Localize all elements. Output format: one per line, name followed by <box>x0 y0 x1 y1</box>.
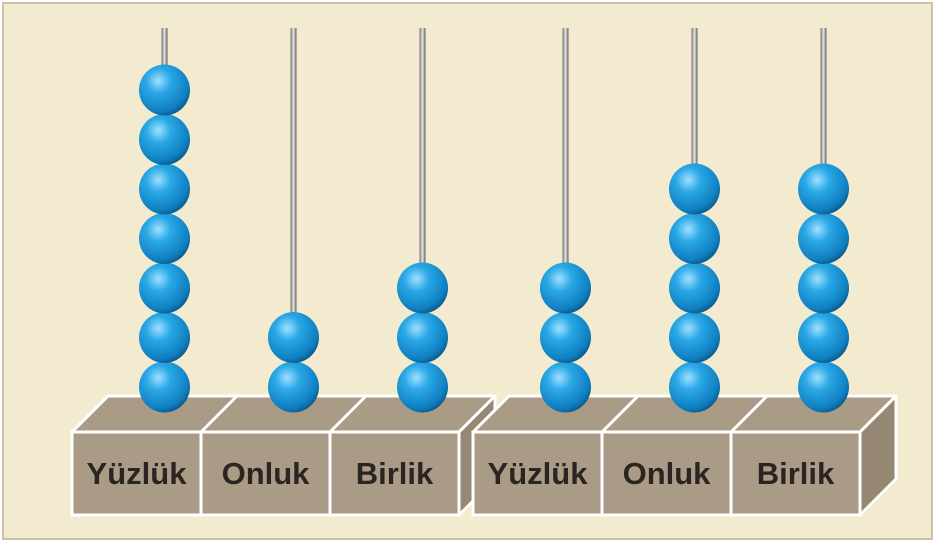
bead <box>798 362 849 413</box>
place-label: Birlik <box>757 456 835 491</box>
place-label: Birlik <box>356 456 434 491</box>
bead <box>798 164 849 215</box>
bead <box>397 263 448 314</box>
bead <box>540 362 591 413</box>
bead <box>139 65 190 116</box>
bead <box>669 263 720 314</box>
bead <box>669 213 720 264</box>
place-label: Onluk <box>623 456 712 491</box>
bead <box>798 213 849 264</box>
bead <box>397 362 448 413</box>
bead <box>669 312 720 363</box>
bead <box>139 213 190 264</box>
bead <box>139 362 190 413</box>
bead <box>798 263 849 314</box>
abacus-illustration: Yüzlük Onluk Birlik Yüzlük Onluk Birlik <box>0 0 936 543</box>
bead <box>268 362 319 413</box>
place-label: Yüzlük <box>488 456 589 491</box>
bead <box>397 312 448 363</box>
bead <box>540 263 591 314</box>
place-label: Yüzlük <box>87 456 188 491</box>
bead <box>268 312 319 363</box>
place-label: Onluk <box>222 456 311 491</box>
bead <box>139 312 190 363</box>
bead <box>139 263 190 314</box>
bead <box>139 164 190 215</box>
bead <box>669 362 720 413</box>
bead <box>139 114 190 165</box>
bead <box>669 164 720 215</box>
bead <box>540 312 591 363</box>
bead <box>798 312 849 363</box>
